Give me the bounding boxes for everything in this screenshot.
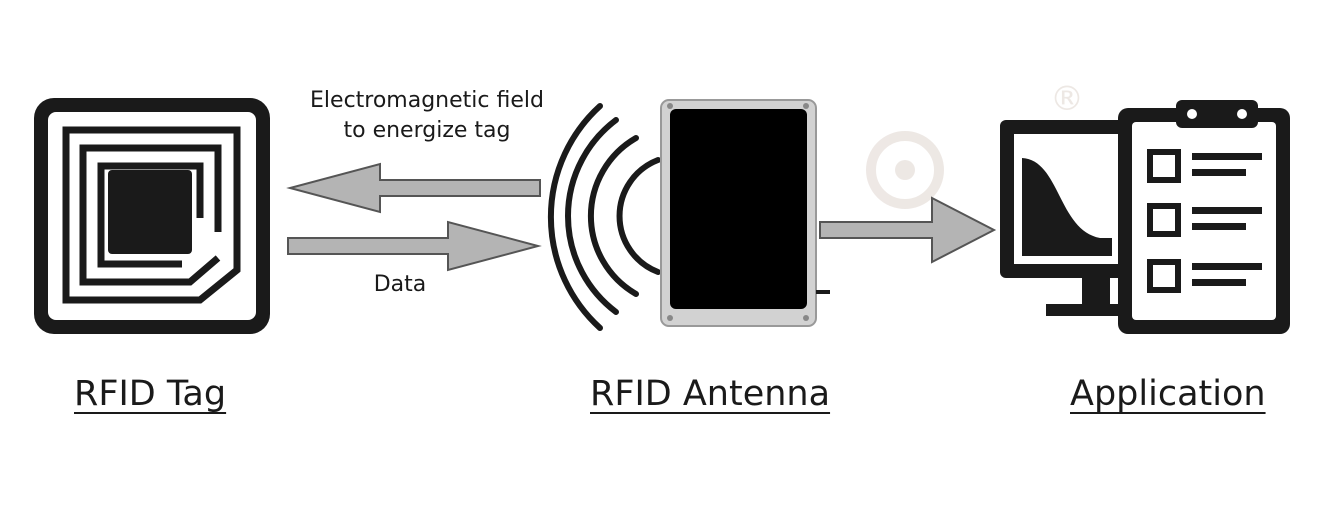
clipboard-icon xyxy=(1118,100,1290,334)
radio-waves-icon xyxy=(547,103,661,331)
rfid-antenna-icon xyxy=(660,99,830,327)
data-arrow xyxy=(287,220,542,272)
output-arrow xyxy=(819,196,997,264)
caption-rfid-antenna: RFID Antenna xyxy=(590,374,831,414)
energize-label-line2: to energize tag xyxy=(343,118,511,143)
caption-rfid-tag: RFID Tag xyxy=(74,374,227,414)
watermark: ® xyxy=(866,79,1084,209)
energize-label-line1: Electromagnetic field xyxy=(310,88,544,113)
energize-arrow xyxy=(286,162,541,214)
watermark-registered-symbol: ® xyxy=(1050,79,1084,119)
caption-application: Application xyxy=(1070,374,1266,414)
data-label: Data xyxy=(373,272,427,297)
rfid-tag-icon xyxy=(34,98,270,334)
energize-label: Electromagnetic field to energize tag xyxy=(292,86,562,146)
monitor-icon xyxy=(1000,120,1136,316)
